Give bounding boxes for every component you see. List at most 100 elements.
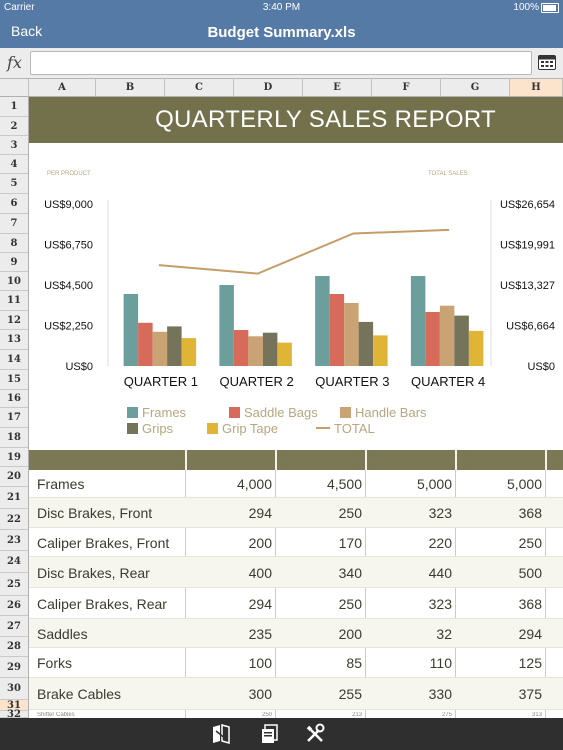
value-cell[interactable]: 294 <box>248 505 272 521</box>
value-cell[interactable]: 330 <box>428 686 452 702</box>
row-header[interactable]: 14 <box>0 350 28 370</box>
value-cell[interactable]: 170 <box>338 534 362 551</box>
row-header[interactable]: 8 <box>0 234 28 253</box>
table-header-row[interactable] <box>29 450 563 470</box>
row-header[interactable]: 21 <box>0 487 28 509</box>
value-cell[interactable]: 5,000 <box>506 476 542 492</box>
formula-input[interactable] <box>30 51 532 75</box>
row-header[interactable]: 3 <box>0 136 28 155</box>
row-header[interactable]: 27 <box>0 616 28 637</box>
value-cell[interactable]: 200 <box>338 625 362 642</box>
value-cell[interactable]: 110 <box>429 655 452 671</box>
value-cell[interactable]: 250 <box>518 534 542 551</box>
row-header[interactable]: 11 <box>0 291 28 311</box>
chart-area[interactable]: PER PRODUCT TOTAL SALES US$0 US$2,250 US$4,5… <box>29 143 563 450</box>
table-header-separator <box>545 450 547 470</box>
row-header[interactable]: 20 <box>0 467 28 487</box>
right-axis-title: TOTAL SALES <box>428 171 468 177</box>
value-cell[interactable]: 4,000 <box>236 476 272 492</box>
value-cell[interactable]: 235 <box>248 625 272 642</box>
value-cell[interactable]: 294 <box>518 625 542 642</box>
row-header[interactable]: 5 <box>0 174 28 194</box>
table-row[interactable]: Saddles 235 200 32 294 <box>29 619 563 648</box>
table-row[interactable]: Disc Brakes, Rear 400 340 440 500 <box>29 557 563 588</box>
value-cell[interactable]: 400 <box>248 564 272 581</box>
value-cell[interactable]: 125 <box>518 655 542 671</box>
column-header[interactable]: B <box>96 79 165 96</box>
table-row[interactable]: Forks 100 85 110 125 <box>29 648 563 678</box>
row-label: Caliper Brakes, Rear <box>37 595 167 612</box>
value-cell[interactable]: 250 <box>338 595 362 612</box>
row-header[interactable]: 25 <box>0 573 28 596</box>
book-icon[interactable] <box>210 723 232 745</box>
row-header[interactable]: 22 <box>0 509 28 530</box>
column-header[interactable]: A <box>29 79 96 96</box>
row-header-selected[interactable]: 31 <box>0 700 28 711</box>
value-cell[interactable]: 5,000 <box>416 476 452 492</box>
value-cell[interactable]: 300 <box>248 686 272 702</box>
row-header[interactable]: 7 <box>0 214 28 234</box>
column-header[interactable]: D <box>234 79 303 96</box>
row-header[interactable]: 28 <box>0 637 28 657</box>
left-axis-title: PER PRODUCT <box>47 171 91 177</box>
value-cell[interactable]: 440 <box>428 564 452 581</box>
row-header[interactable]: 29 <box>0 657 28 678</box>
corner-cell[interactable] <box>0 79 29 96</box>
column-header[interactable]: F <box>372 79 441 96</box>
partial-table-row[interactable]: Shifter Cables 250 213 275 313 <box>29 712 563 718</box>
bar <box>181 338 197 366</box>
table-row[interactable]: Caliper Brakes, Rear 294 250 323 368 <box>29 588 563 619</box>
column-header[interactable]: E <box>303 79 372 96</box>
row-header[interactable]: 10 <box>0 272 28 291</box>
keyboard-icon[interactable] <box>538 55 556 70</box>
value-cell[interactable]: 500 <box>518 564 542 581</box>
row-header[interactable]: 9 <box>0 253 28 272</box>
value-cell[interactable]: 368 <box>518 595 542 612</box>
value-cell[interactable]: 200 <box>248 534 272 551</box>
value-cell[interactable]: 100 <box>248 655 272 671</box>
row-header[interactable]: 2 <box>0 117 28 136</box>
row-header[interactable]: 32 <box>0 710 28 718</box>
value-cell[interactable]: 85 <box>346 655 362 671</box>
value-cell[interactable]: 32 <box>436 625 452 642</box>
value-cell[interactable]: 323 <box>428 595 452 612</box>
row-header[interactable]: 13 <box>0 330 28 350</box>
value-cell[interactable]: 368 <box>518 505 542 521</box>
value-cell[interactable]: 340 <box>338 564 362 581</box>
value-cell[interactable]: 323 <box>428 505 452 521</box>
value-cell[interactable]: 220 <box>428 534 452 551</box>
row-header[interactable]: 18 <box>0 428 28 448</box>
row-header[interactable]: 4 <box>0 155 28 174</box>
bar <box>167 326 182 366</box>
row-label: Forks <box>37 655 72 671</box>
row-header[interactable]: 24 <box>0 551 28 573</box>
sheet-title-banner[interactable]: QUARTERLY SALES REPORT <box>29 97 563 143</box>
row-header[interactable]: 16 <box>0 390 28 408</box>
row-header[interactable]: 6 <box>0 194 28 214</box>
value-cell[interactable]: 294 <box>248 595 272 612</box>
table-row[interactable]: Disc Brakes, Front 294 250 323 368 <box>29 498 563 528</box>
value-cell[interactable]: 375 <box>518 686 542 702</box>
table-row[interactable]: Brake Cables 300 255 330 375 <box>29 678 563 710</box>
column-header-selected[interactable]: H <box>510 79 563 96</box>
row-header[interactable]: 12 <box>0 311 28 330</box>
table-row[interactable]: Caliper Brakes, Front 200 170 220 250 <box>29 528 563 557</box>
row-header[interactable]: 30 <box>0 678 28 700</box>
row-header[interactable]: 26 <box>0 596 28 616</box>
value-cell[interactable]: 4,500 <box>326 476 362 492</box>
row-divider <box>29 497 563 498</box>
row-header[interactable]: 23 <box>0 530 28 551</box>
row-header[interactable]: 1 <box>0 97 28 117</box>
column-header[interactable]: C <box>165 79 234 96</box>
value-cell[interactable]: 255 <box>338 686 362 702</box>
column-header[interactable]: G <box>441 79 510 96</box>
row-header[interactable]: 19 <box>0 448 28 467</box>
tools-icon[interactable] <box>304 723 326 745</box>
back-button[interactable]: Back <box>11 23 43 39</box>
legend-swatch <box>127 423 138 434</box>
copy-icon[interactable] <box>259 723 281 745</box>
row-header[interactable]: 15 <box>0 370 28 390</box>
table-row[interactable]: Frames 4,000 4,500 5,000 5,000 <box>29 470 563 498</box>
value-cell[interactable]: 250 <box>338 505 362 521</box>
row-header[interactable]: 17 <box>0 408 28 428</box>
